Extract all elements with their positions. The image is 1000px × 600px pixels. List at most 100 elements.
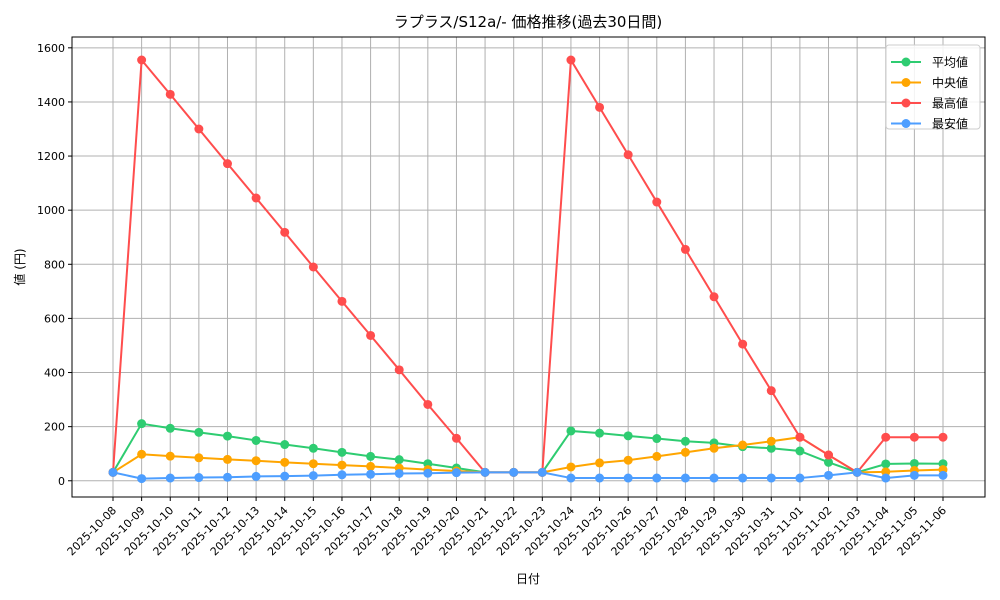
data-point: [738, 339, 748, 349]
data-point: [308, 443, 318, 453]
legend-label: 平均値: [932, 55, 968, 70]
data-point: [766, 436, 776, 446]
data-point: [595, 428, 605, 438]
series-0: [108, 419, 948, 477]
data-point: [824, 450, 834, 460]
data-point: [480, 467, 490, 477]
data-point: [938, 470, 948, 480]
data-point: [451, 433, 461, 443]
data-point: [337, 470, 347, 480]
legend-label: 最高値: [932, 96, 968, 111]
data-point: [595, 102, 605, 112]
data-point: [652, 197, 662, 207]
data-point: [680, 436, 690, 446]
series-1: [108, 432, 948, 477]
data-point: [137, 419, 147, 429]
legend-marker: [901, 57, 911, 67]
data-point: [194, 427, 204, 437]
legend-marker: [901, 78, 911, 87]
data-point: [509, 467, 519, 477]
data-point: [423, 468, 433, 478]
data-point: [280, 457, 290, 467]
legend-label: 最安値: [932, 116, 968, 131]
data-point: [881, 432, 891, 442]
data-point: [194, 124, 204, 134]
data-point: [652, 473, 662, 483]
chart-title: ラプラス/S12a/- 価格推移(過去30日間): [394, 13, 663, 31]
data-point: [824, 457, 834, 467]
legend-label: 中央値: [932, 75, 968, 90]
data-point: [451, 468, 461, 478]
series-2: [108, 55, 948, 477]
data-point: [280, 227, 290, 237]
data-point: [595, 473, 605, 483]
y-axis-label: 値 (円): [12, 248, 27, 285]
data-point: [623, 150, 633, 160]
data-point: [709, 473, 719, 483]
data-point: [566, 462, 576, 472]
data-point: [766, 386, 776, 396]
data-point: [795, 432, 805, 442]
data-point: [623, 473, 633, 483]
y-ticks: 0 200 400 600 800 1000 1200 1400 1600: [37, 42, 72, 488]
series-line: [112, 436, 944, 474]
data-point: [308, 262, 318, 272]
data-point: [308, 459, 318, 469]
data-point: [366, 461, 376, 471]
y-tick-label: 200: [44, 421, 65, 434]
grid: [72, 37, 985, 497]
data-point: [680, 447, 690, 457]
data-point: [623, 455, 633, 465]
data-point: [251, 435, 261, 445]
data-point: [194, 453, 204, 463]
data-point: [909, 470, 919, 480]
data-point: [566, 55, 576, 65]
data-point: [680, 244, 690, 254]
data-point: [909, 432, 919, 442]
data-point: [308, 471, 318, 481]
data-point: [251, 456, 261, 466]
data-point: [537, 467, 547, 477]
data-point: [366, 330, 376, 340]
data-point: [137, 474, 147, 484]
data-point: [137, 449, 147, 459]
y-tick-label: 600: [44, 312, 65, 325]
data-point: [108, 467, 118, 477]
data-point: [337, 460, 347, 470]
data-point: [366, 469, 376, 479]
series-line: [112, 56, 943, 474]
legend-box: [885, 44, 981, 130]
data-point: [652, 434, 662, 444]
data-point: [194, 473, 204, 483]
data-point: [251, 193, 261, 203]
x-axis-label: 日付: [516, 572, 540, 586]
data-point: [595, 458, 605, 468]
data-point: [795, 473, 805, 483]
data-point: [137, 55, 147, 65]
data-point: [824, 470, 834, 480]
data-point: [881, 459, 891, 469]
x-ticks: 2025-10-082025-10-092025-10-102025-10-11…: [65, 497, 949, 558]
data-point: [938, 432, 948, 442]
data-point: [738, 440, 748, 450]
plot-frame: [71, 36, 986, 498]
data-point: [165, 451, 175, 461]
data-point: [566, 473, 576, 483]
data-point: [165, 423, 175, 433]
data-point: [423, 399, 433, 409]
data-point: [623, 431, 633, 441]
data-point: [165, 473, 175, 483]
data-point: [222, 431, 232, 441]
series-group: [108, 55, 948, 484]
y-tick-label: 1000: [37, 204, 65, 217]
legend-marker: [901, 98, 911, 108]
y-tick-label: 0: [58, 475, 65, 488]
data-point: [909, 458, 919, 468]
data-point: [222, 159, 232, 169]
y-tick-label: 400: [44, 367, 65, 380]
data-point: [366, 451, 376, 461]
y-tick-label: 1200: [37, 150, 65, 163]
data-point: [280, 471, 290, 481]
